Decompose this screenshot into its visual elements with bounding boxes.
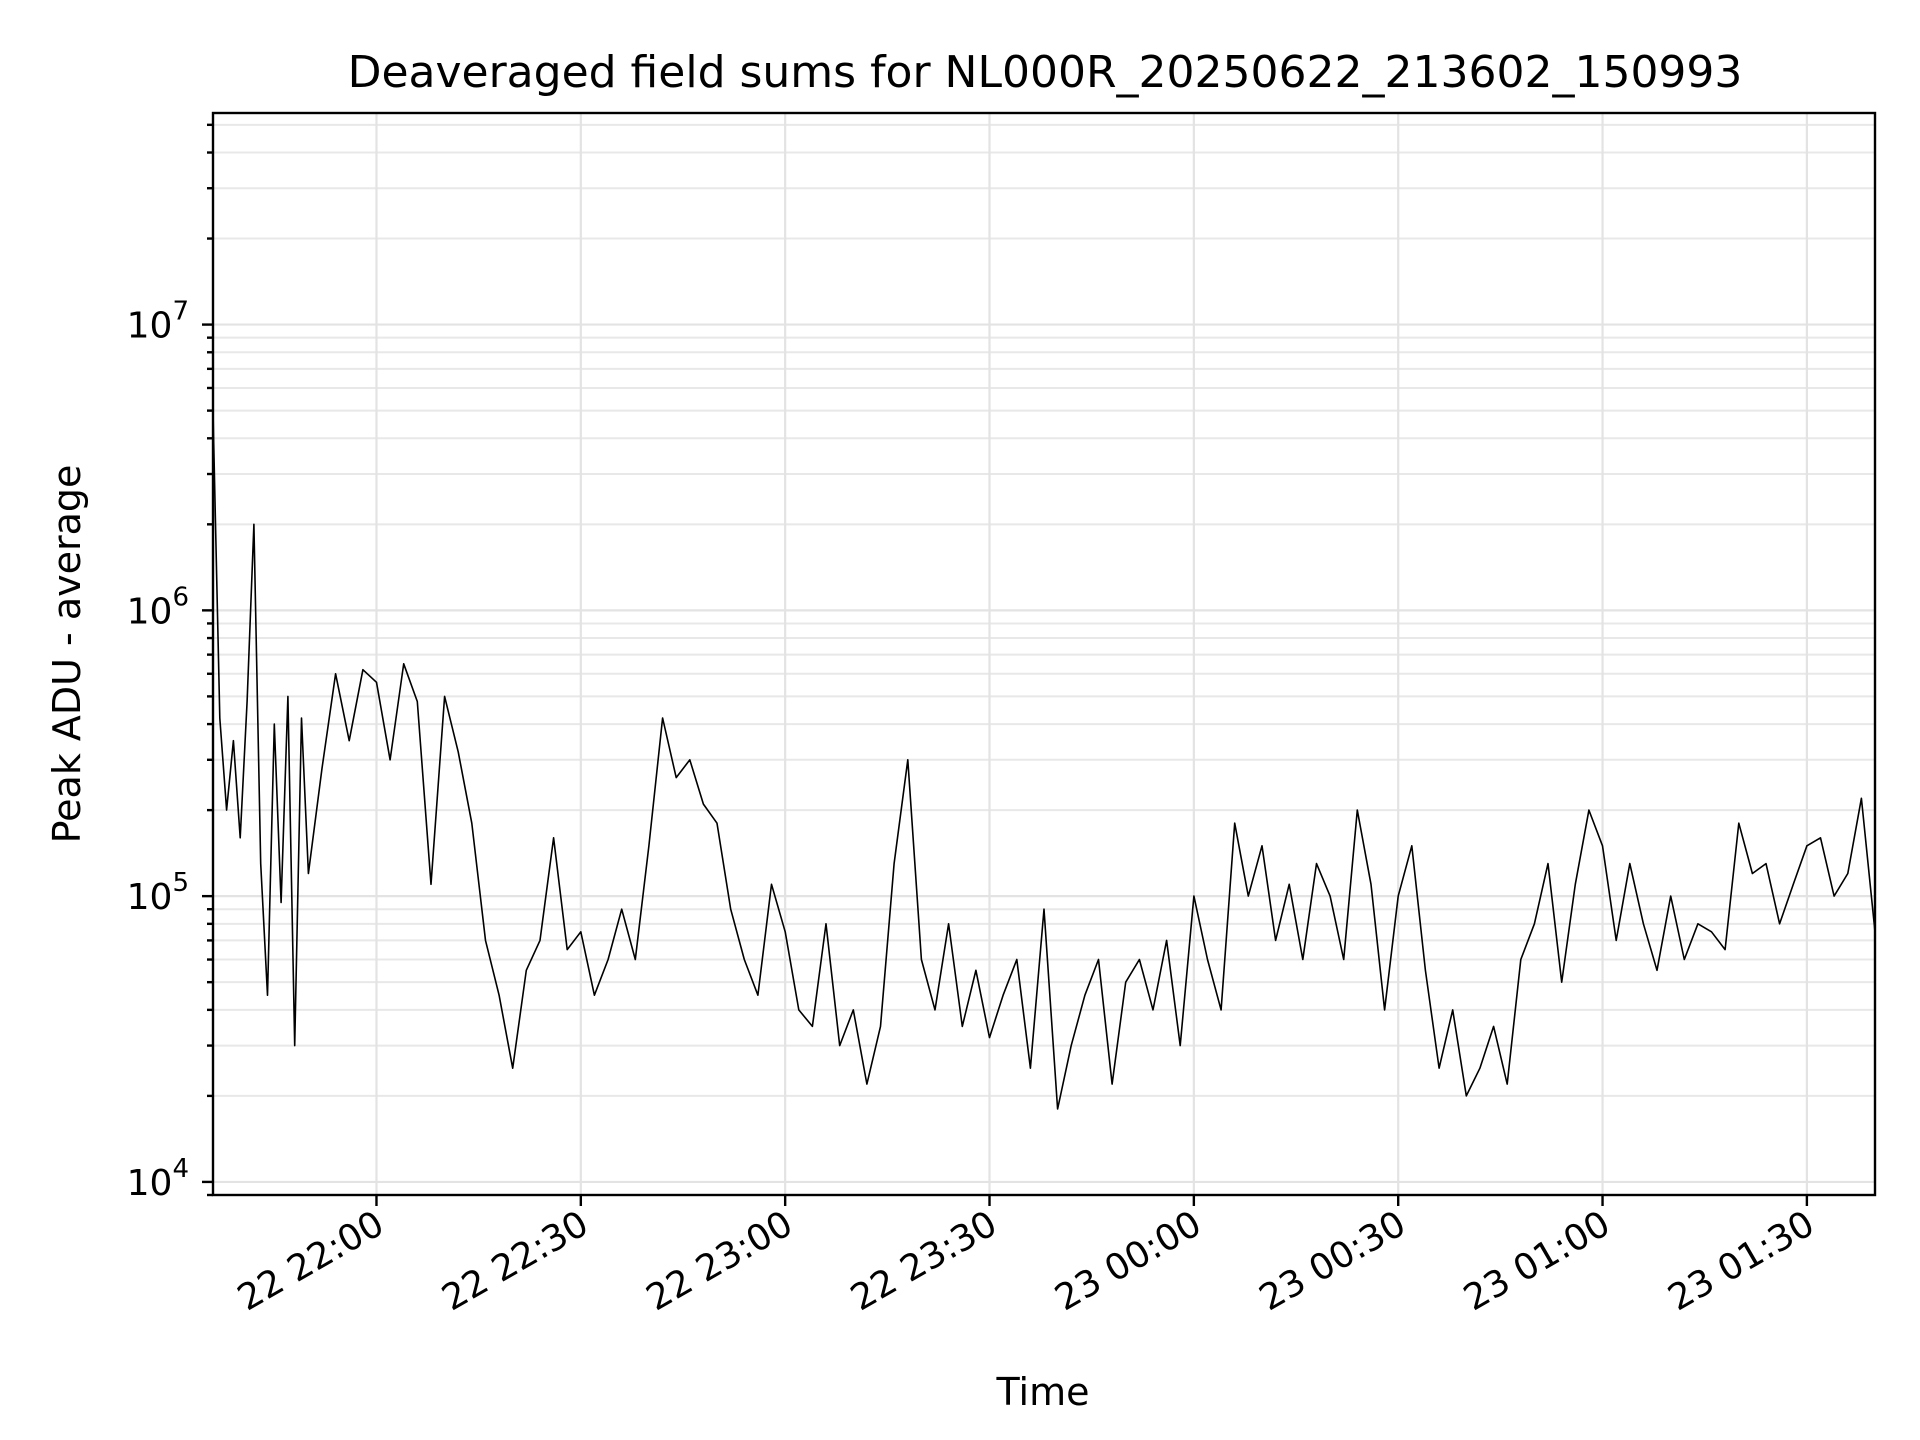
x-tick-label: 23 00:00 [1048, 1203, 1208, 1319]
x-axis: 22 22:00 22 22:30 22 23:00 22 23:30 23 00:00… [231, 1195, 1821, 1319]
series-line [212, 410, 1876, 1110]
y-axis: 104 105 106 107 [127, 123, 213, 1204]
major-gridlines [213, 113, 1875, 1195]
chart-title: Deaveraged field sums for NL000R_2025062… [348, 47, 1743, 98]
y-axis-label: Peak ADU - average [45, 465, 89, 844]
x-tick-label: 22 23:00 [640, 1203, 800, 1319]
x-tick-label: 22 23:30 [844, 1203, 1004, 1319]
x-tick-label: 22 22:30 [435, 1203, 595, 1319]
y-tick-label: 105 [127, 868, 189, 918]
y-tick-label: 104 [127, 1154, 189, 1204]
x-tick-label: 22 22:00 [231, 1203, 391, 1319]
x-tick-label: 23 01:30 [1661, 1203, 1821, 1319]
x-axis-label: Time [996, 1370, 1090, 1414]
y-tick-label: 106 [127, 582, 189, 632]
x-tick-label: 23 00:30 [1253, 1203, 1413, 1319]
x-tick-label: 23 01:00 [1457, 1203, 1617, 1319]
y-tick-label: 107 [127, 297, 189, 347]
minor-gridlines [213, 123, 1875, 1196]
